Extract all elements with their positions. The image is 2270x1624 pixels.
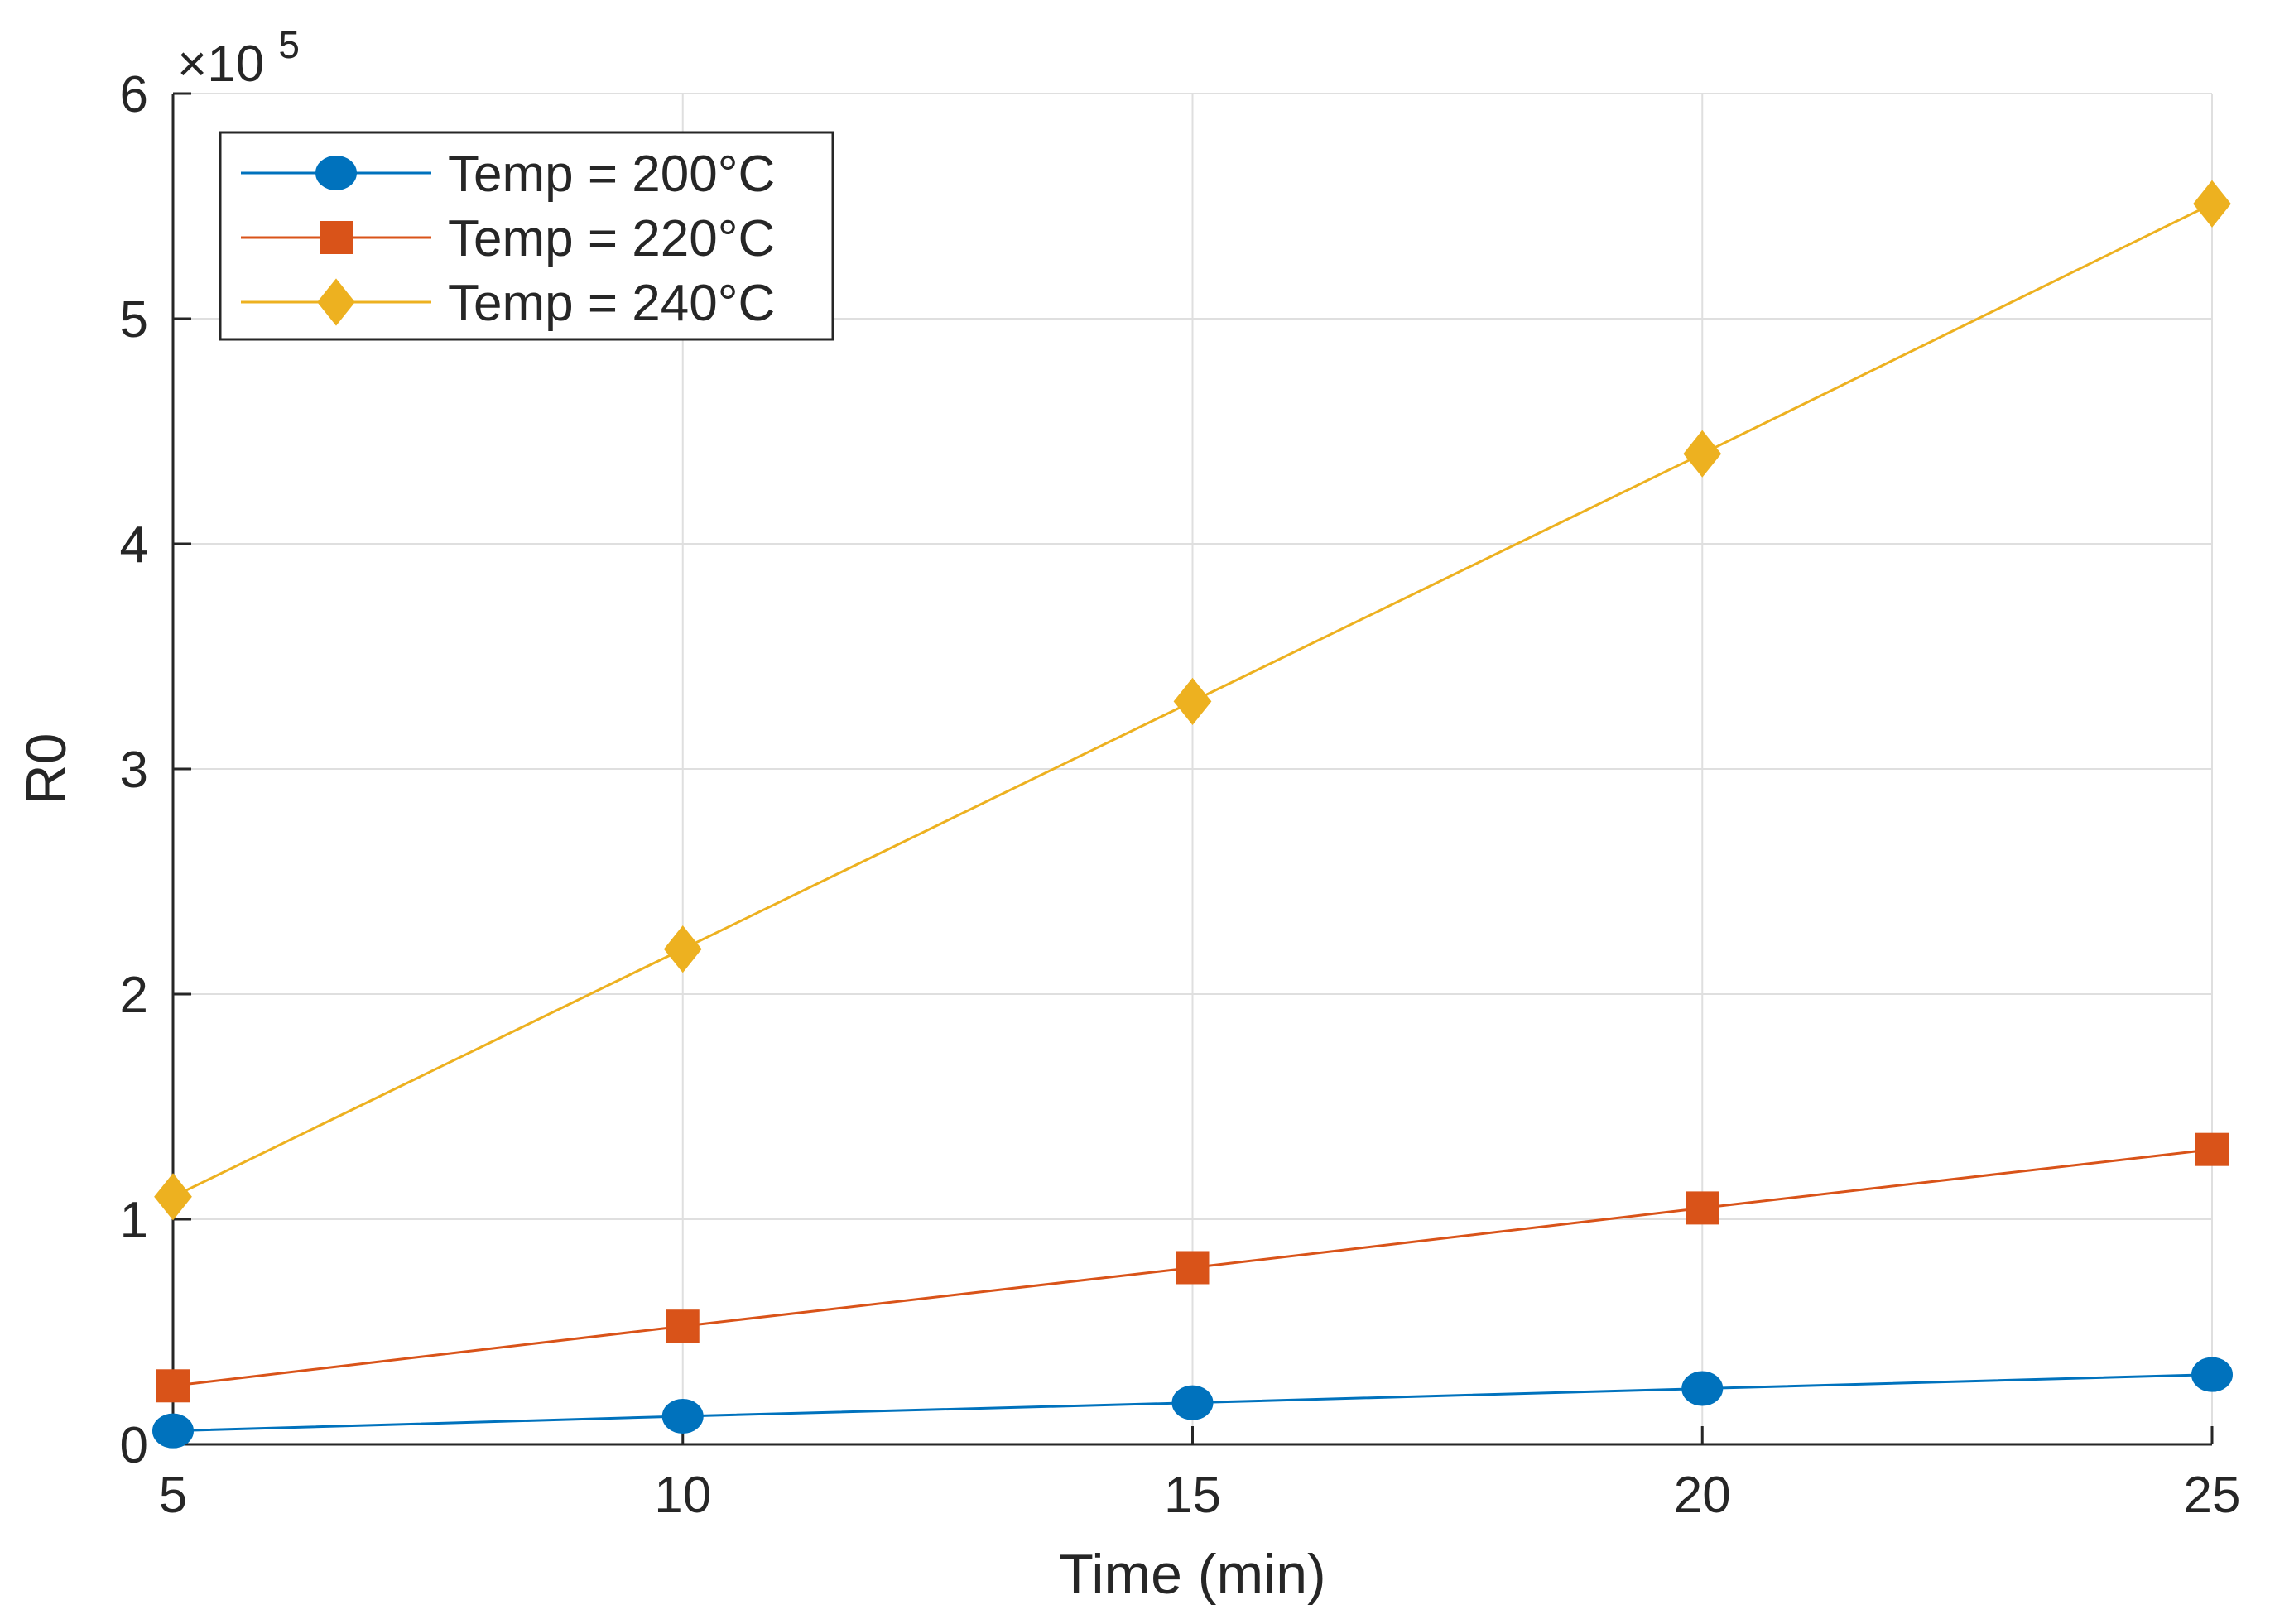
y-tick-label: 0 bbox=[120, 1417, 148, 1474]
series-1 bbox=[152, 1357, 2233, 1449]
x-tick-label: 10 bbox=[654, 1467, 711, 1524]
y-axis-exponent: ×10 5 bbox=[177, 23, 300, 93]
data-point bbox=[1683, 430, 1722, 478]
x-axis-label: Time (min) bbox=[1059, 1543, 1325, 1606]
legend-marker bbox=[315, 156, 357, 190]
legend-marker bbox=[320, 221, 353, 254]
y-tick-label: 4 bbox=[120, 517, 148, 574]
data-point bbox=[1176, 1251, 1210, 1285]
series-3 bbox=[154, 180, 2231, 1221]
data-point bbox=[666, 1309, 700, 1343]
x-tick-label: 15 bbox=[1164, 1467, 1221, 1524]
tick-labels: 5 10 15 20 25 0 1 2 3 4 5 6 bbox=[120, 66, 2241, 1524]
data-point bbox=[2193, 180, 2231, 228]
series-2 bbox=[156, 1132, 2229, 1403]
x-tick-label: 5 bbox=[159, 1467, 187, 1524]
y-tick-label: 3 bbox=[120, 742, 148, 799]
legend-label: Temp = 240°C bbox=[448, 275, 775, 332]
series-group bbox=[152, 180, 2233, 1449]
axis-labels: Time (min) R0 ×10 5 bbox=[15, 23, 1326, 1606]
legend-marker bbox=[317, 278, 355, 326]
legend: Temp = 200°C Temp = 220°C Temp = 240°C bbox=[219, 131, 834, 341]
y-axis-exponent-power: 5 bbox=[278, 23, 300, 66]
data-point bbox=[663, 925, 702, 973]
legend-entry: Temp = 220°C bbox=[241, 210, 775, 267]
data-point bbox=[1173, 677, 1212, 726]
data-point bbox=[1681, 1371, 1724, 1406]
legend-label: Temp = 200°C bbox=[448, 146, 775, 203]
y-tick-label: 5 bbox=[120, 291, 148, 348]
data-point bbox=[661, 1399, 704, 1434]
y-tick-label: 6 bbox=[120, 66, 148, 123]
legend-entry: Temp = 200°C bbox=[241, 146, 775, 203]
data-point bbox=[154, 1173, 192, 1221]
x-tick-label: 25 bbox=[2184, 1467, 2241, 1524]
y-axis-exponent-base: ×10 bbox=[177, 36, 264, 93]
data-point bbox=[156, 1369, 190, 1403]
y-tick-label: 1 bbox=[120, 1192, 148, 1249]
data-point bbox=[1171, 1385, 1214, 1420]
y-axis-label: R0 bbox=[15, 733, 78, 805]
data-point bbox=[1686, 1191, 1719, 1225]
legend-label: Temp = 220°C bbox=[448, 210, 775, 267]
data-point bbox=[152, 1413, 194, 1449]
data-point bbox=[2195, 1132, 2229, 1166]
legend-entry: Temp = 240°C bbox=[241, 275, 775, 332]
y-tick-label: 2 bbox=[120, 967, 148, 1024]
x-tick-label: 20 bbox=[1674, 1467, 1731, 1524]
data-point bbox=[2191, 1357, 2233, 1392]
